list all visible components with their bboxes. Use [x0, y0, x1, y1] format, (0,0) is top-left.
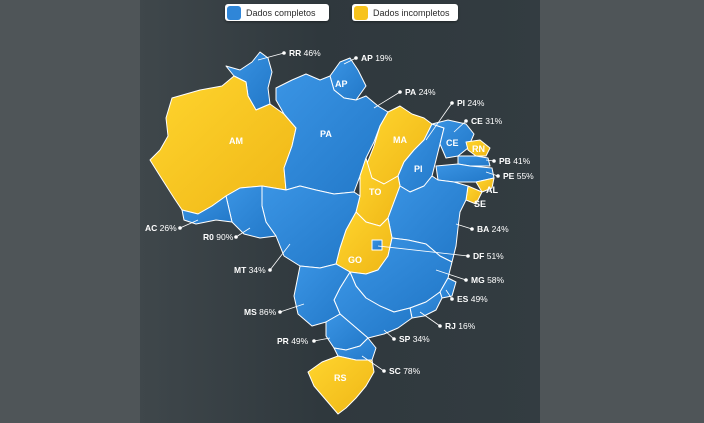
map-label-rn: RN [472, 144, 485, 154]
map-label-pi: PI [414, 164, 423, 174]
label-es: ES 49% [457, 294, 488, 304]
label-pb: PB 41% [499, 156, 531, 166]
state-al[interactable] [475, 177, 495, 193]
map-label-ce: CE [446, 138, 459, 148]
label-rj: RJ 16% [445, 321, 476, 331]
state-rn[interactable] [465, 139, 491, 157]
label-pe: PE 55% [503, 171, 534, 181]
state-ac[interactable] [181, 195, 233, 225]
label-rr: RR 46% [289, 48, 321, 58]
state-pe[interactable] [435, 163, 495, 183]
label-pa: PA 24% [405, 87, 436, 97]
state-df[interactable] [371, 239, 383, 251]
state-rj[interactable] [409, 291, 443, 319]
map-label-ap: AP [335, 79, 348, 89]
label-ap: AP 19% [361, 53, 393, 63]
map-label-se: SE [474, 199, 486, 209]
state-es[interactable] [439, 277, 457, 299]
label-mg: MG 58% [471, 275, 505, 285]
state-rs[interactable] [307, 355, 375, 415]
label-pr: PR 49% [277, 336, 309, 346]
map-label-rs: RS [334, 373, 347, 383]
state-ms[interactable] [293, 263, 351, 327]
right-background [540, 0, 704, 423]
label-sc: SC 78% [389, 366, 421, 376]
legend-incomplete: Dados incompletos [352, 4, 458, 21]
map-label-ma: MA [393, 135, 407, 145]
map-label-pa: PA [320, 129, 332, 139]
legend-complete: Dados completos [225, 4, 329, 21]
state-pa[interactable] [275, 73, 389, 195]
label-pi: PI 24% [457, 98, 485, 108]
legend-complete-label: Dados completos [246, 7, 316, 18]
label-ms: MS 86% [244, 307, 277, 317]
label-sp: SP 34% [399, 334, 430, 344]
map-label-to: TO [369, 187, 381, 197]
label-ac: AC 26% [145, 223, 177, 233]
map-label-al: AL [486, 185, 498, 195]
state-ro[interactable] [225, 185, 277, 239]
label-ce: CE 31% [471, 116, 503, 126]
map-label-am: AM [229, 136, 243, 146]
map-label-go: GO [348, 255, 362, 265]
legend-complete-swatch [227, 5, 241, 20]
label-ro: R0 90% [203, 232, 234, 242]
label-mt: MT 34% [234, 265, 266, 275]
label-df: DF 51% [473, 251, 504, 261]
legend-incomplete-swatch [354, 5, 368, 20]
label-ba: BA 24% [477, 224, 509, 234]
left-background [0, 0, 140, 423]
state-ce[interactable] [431, 119, 475, 159]
legend-incomplete-label: Dados incompletos [373, 7, 450, 18]
